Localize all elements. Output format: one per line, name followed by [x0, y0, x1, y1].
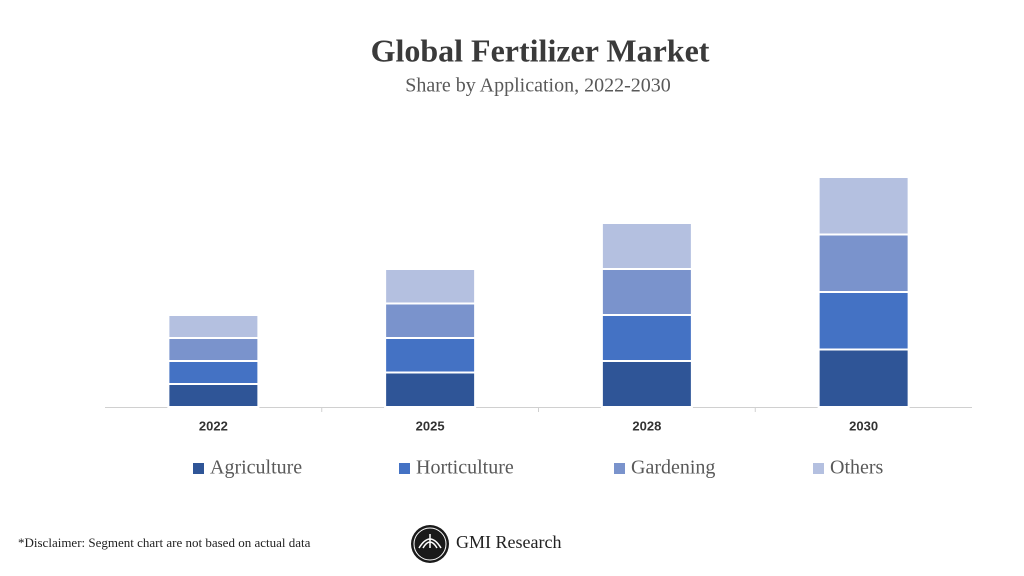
chart-subtitle: Share by Application, 2022-2030	[405, 75, 671, 97]
bar-segment	[167, 337, 260, 362]
legend-swatch	[193, 463, 204, 474]
bar-segment	[600, 314, 693, 362]
legend-swatch	[813, 463, 824, 474]
legend-label: Gardening	[631, 457, 715, 479]
brand-logo	[411, 525, 449, 563]
legend-swatch	[614, 463, 625, 474]
bar-segment	[817, 348, 910, 408]
brand-name: GMI Research	[456, 532, 561, 552]
legend-swatch	[399, 463, 410, 474]
x-tick-label: 2025	[416, 418, 445, 433]
bar-segment	[600, 268, 693, 316]
chart-title: Global Fertilizer Market	[371, 32, 710, 68]
x-tick-label: 2022	[199, 418, 228, 433]
bar-segment	[384, 371, 477, 408]
bar-segment	[817, 291, 910, 351]
bar-segment	[600, 360, 693, 408]
disclaimer: *Disclaimer: Segment chart are not based…	[18, 535, 311, 550]
x-tick-label: 2030	[849, 418, 878, 433]
bar-segment	[167, 314, 260, 339]
bar-segment	[167, 383, 260, 408]
x-tick-label: 2028	[632, 418, 661, 433]
bar-segment	[384, 268, 477, 305]
bar-segment	[817, 176, 910, 236]
bar-segment	[167, 360, 260, 385]
bar-segment	[384, 302, 477, 339]
legend-label: Horticulture	[416, 457, 514, 479]
bar-segment	[384, 337, 477, 374]
legend-label: Agriculture	[210, 457, 302, 479]
legend-label: Others	[830, 457, 884, 479]
bar-segment	[817, 233, 910, 293]
bar-segment	[600, 222, 693, 270]
